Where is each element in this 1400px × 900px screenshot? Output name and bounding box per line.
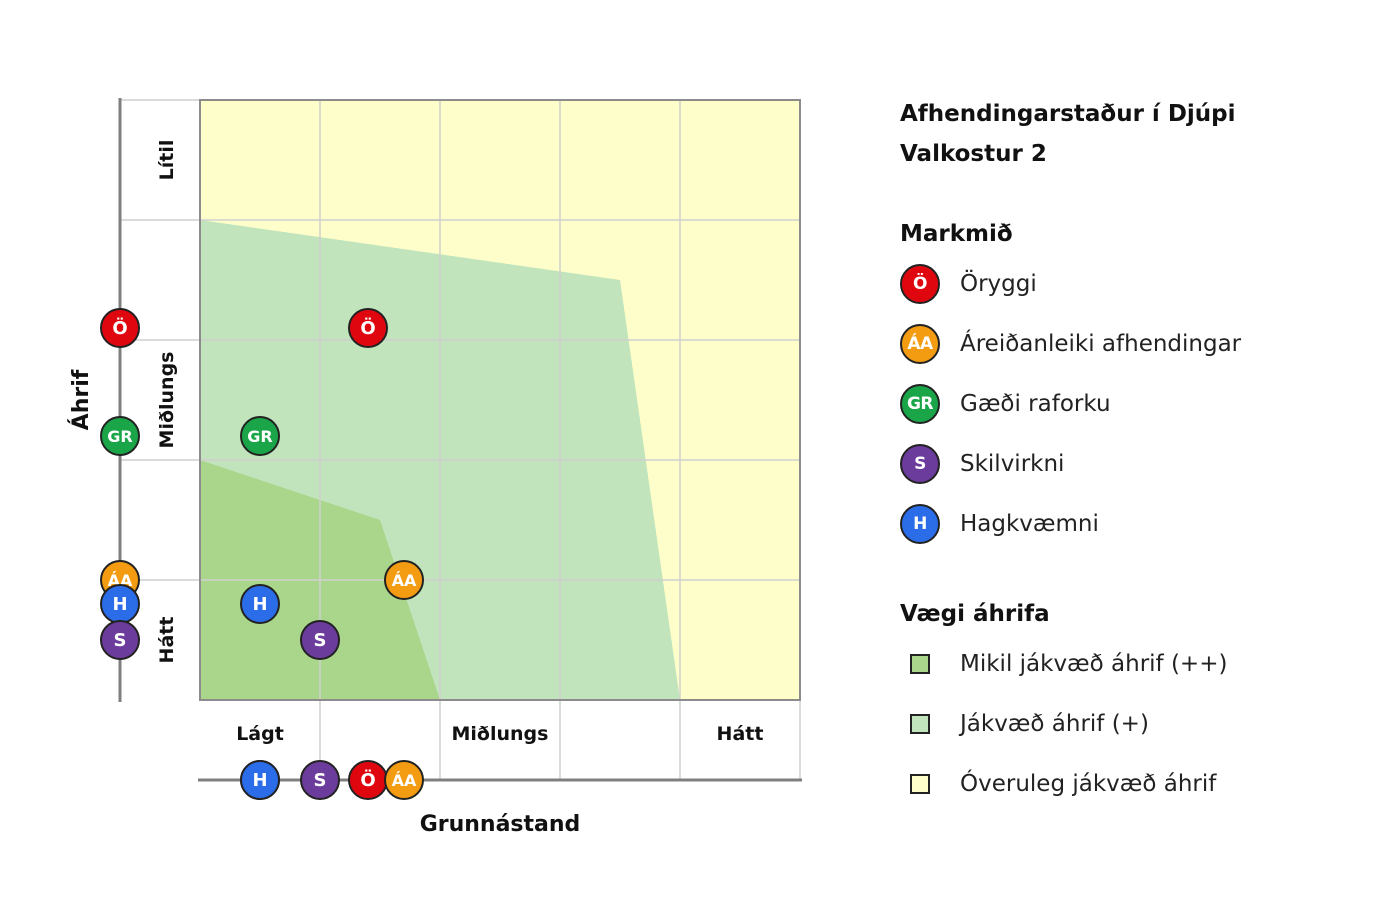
svg-text:GR: GR bbox=[247, 427, 272, 446]
legend-marker: ÁA bbox=[900, 324, 940, 364]
x-projection-marker: ÁA bbox=[384, 760, 424, 800]
svg-text:Ö: Ö bbox=[360, 769, 375, 791]
x-axis-label: Grunnástand bbox=[420, 812, 581, 837]
svg-text:ÁA: ÁA bbox=[392, 771, 417, 790]
svg-text:Ö: Ö bbox=[112, 317, 127, 339]
weights-heading: Vægi áhrifa bbox=[900, 601, 1050, 627]
legend-marker: H bbox=[900, 504, 940, 544]
x-tick-label: Lágt bbox=[236, 723, 284, 745]
y-tick-label: Lítil bbox=[156, 140, 178, 181]
legend: Afhendingarstaður í Djúpi Valkostur 2 Ma… bbox=[900, 94, 1380, 814]
data-point: S bbox=[300, 620, 340, 660]
x-tick-label: Hátt bbox=[717, 723, 764, 745]
objectives-list: Ö Öryggi ÁA Áreiðanleiki afhendingar GR Gæði … bbox=[900, 254, 1380, 554]
axis-projection-markers: ÖGRÁAHSÖGRÁAHS bbox=[100, 308, 424, 800]
y-projection-marker: Ö bbox=[100, 308, 140, 348]
legend-swatch bbox=[910, 654, 930, 674]
legend-label: Gæði raforku bbox=[960, 391, 1111, 417]
legend-label: Jákvæð áhrif (+) bbox=[960, 711, 1149, 737]
legend-subtitle: Valkostur 2 bbox=[900, 141, 1047, 167]
data-point: ÁA bbox=[384, 560, 424, 600]
legend-label: Öryggi bbox=[960, 271, 1037, 297]
y-projection-marker: H bbox=[100, 584, 140, 624]
svg-text:GR: GR bbox=[107, 427, 132, 446]
legend-item-objective: Ö Öryggi bbox=[900, 254, 1380, 314]
legend-item-weight: Óveruleg jákvæð áhrif bbox=[900, 754, 1380, 814]
data-point: H bbox=[240, 584, 280, 624]
svg-text:H: H bbox=[252, 770, 267, 791]
grid-layer bbox=[120, 99, 801, 780]
x-tick-label: Miðlungs bbox=[452, 723, 549, 745]
weights-list: Mikil jákvæð áhrif (++) Jákvæð áhrif (+) Ó… bbox=[900, 634, 1380, 814]
legend-marker: S bbox=[900, 444, 940, 484]
svg-text:H: H bbox=[252, 594, 267, 615]
impact-chart: Lágt Miðlungs Hátt Hátt Miðlungs Lítil Grunná… bbox=[68, 98, 802, 837]
y-projection-marker: S bbox=[100, 620, 140, 660]
svg-text:S: S bbox=[314, 630, 327, 651]
svg-text:S: S bbox=[314, 770, 327, 791]
objectives-heading: Markmið bbox=[900, 221, 1013, 247]
legend-label: Skilvirkni bbox=[960, 451, 1065, 477]
zone-layer bbox=[200, 100, 800, 700]
legend-marker: Ö bbox=[900, 264, 940, 304]
svg-text:H: H bbox=[112, 594, 127, 615]
legend-item-objective: GR Gæði raforku bbox=[900, 374, 1380, 434]
plot-frame bbox=[199, 99, 801, 701]
y-axis-label: Áhrif bbox=[68, 369, 94, 430]
svg-text:Ö: Ö bbox=[360, 317, 375, 339]
y-projection-marker: GR bbox=[100, 416, 140, 456]
legend-label: Mikil jákvæð áhrif (++) bbox=[960, 651, 1228, 677]
legend-item-objective: ÁA Áreiðanleiki afhendingar bbox=[900, 314, 1380, 374]
legend-marker: GR bbox=[900, 384, 940, 424]
x-projection-marker: Ö bbox=[348, 760, 388, 800]
svg-text:S: S bbox=[114, 630, 127, 651]
svg-text:ÁA: ÁA bbox=[392, 571, 417, 590]
legend-swatch bbox=[910, 714, 930, 734]
legend-label: Áreiðanleiki afhendingar bbox=[960, 331, 1242, 357]
data-point: GR bbox=[240, 416, 280, 456]
legend-item-weight: Mikil jákvæð áhrif (++) bbox=[900, 634, 1380, 694]
data-points: Ö GR ÁA H S bbox=[240, 308, 424, 660]
legend-item-objective: H Hagkvæmni bbox=[900, 494, 1380, 554]
x-projection-marker: H bbox=[240, 760, 280, 800]
legend-title: Afhendingarstaður í Djúpi bbox=[900, 101, 1236, 127]
legend-label: Óveruleg jákvæð áhrif bbox=[960, 771, 1217, 797]
legend-label: Hagkvæmni bbox=[960, 511, 1099, 537]
data-point: Ö bbox=[348, 308, 388, 348]
x-projection-marker: S bbox=[300, 760, 340, 800]
y-tick-label: Hátt bbox=[156, 617, 178, 664]
legend-swatch bbox=[910, 774, 930, 794]
legend-item-weight: Jákvæð áhrif (+) bbox=[900, 694, 1380, 754]
legend-item-objective: S Skilvirkni bbox=[900, 434, 1380, 494]
tick-label-layer: Lágt Miðlungs Hátt Hátt Miðlungs Lítil bbox=[156, 140, 763, 745]
y-tick-label: Miðlungs bbox=[156, 352, 178, 449]
